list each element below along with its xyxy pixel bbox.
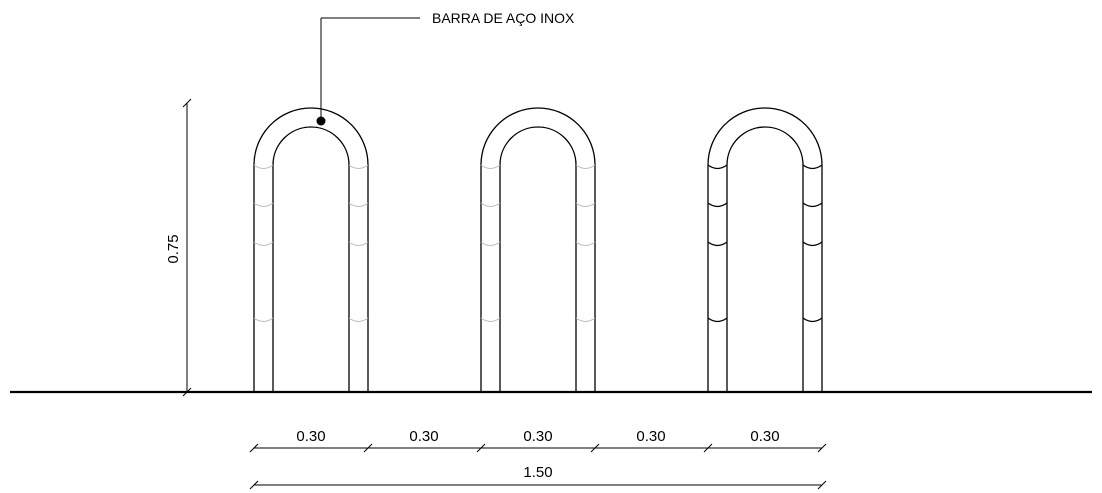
height-dimension: 0.75 [165,98,192,397]
callout-leader: BARRA DE AÇO INOX [316,10,575,126]
spacing-label-1: 0.30 [296,428,325,445]
callout-dot [316,116,326,126]
total-dimension-line [249,480,827,490]
spacing-label-3: 0.30 [523,428,552,445]
spacing-label-2: 0.30 [409,428,438,445]
steel-hoop-1 [253,107,369,392]
spacing-label-4: 0.30 [636,428,665,445]
steel-hoop-3 [707,107,823,392]
spacing-dimension-line [249,443,827,453]
total-dimension-label: 1.50 [523,464,552,481]
callout-label: BARRA DE AÇO INOX [432,10,575,26]
spacing-label-5: 0.30 [750,428,779,445]
steel-hoop-2 [480,107,596,392]
height-dimension-label: 0.75 [165,234,182,263]
